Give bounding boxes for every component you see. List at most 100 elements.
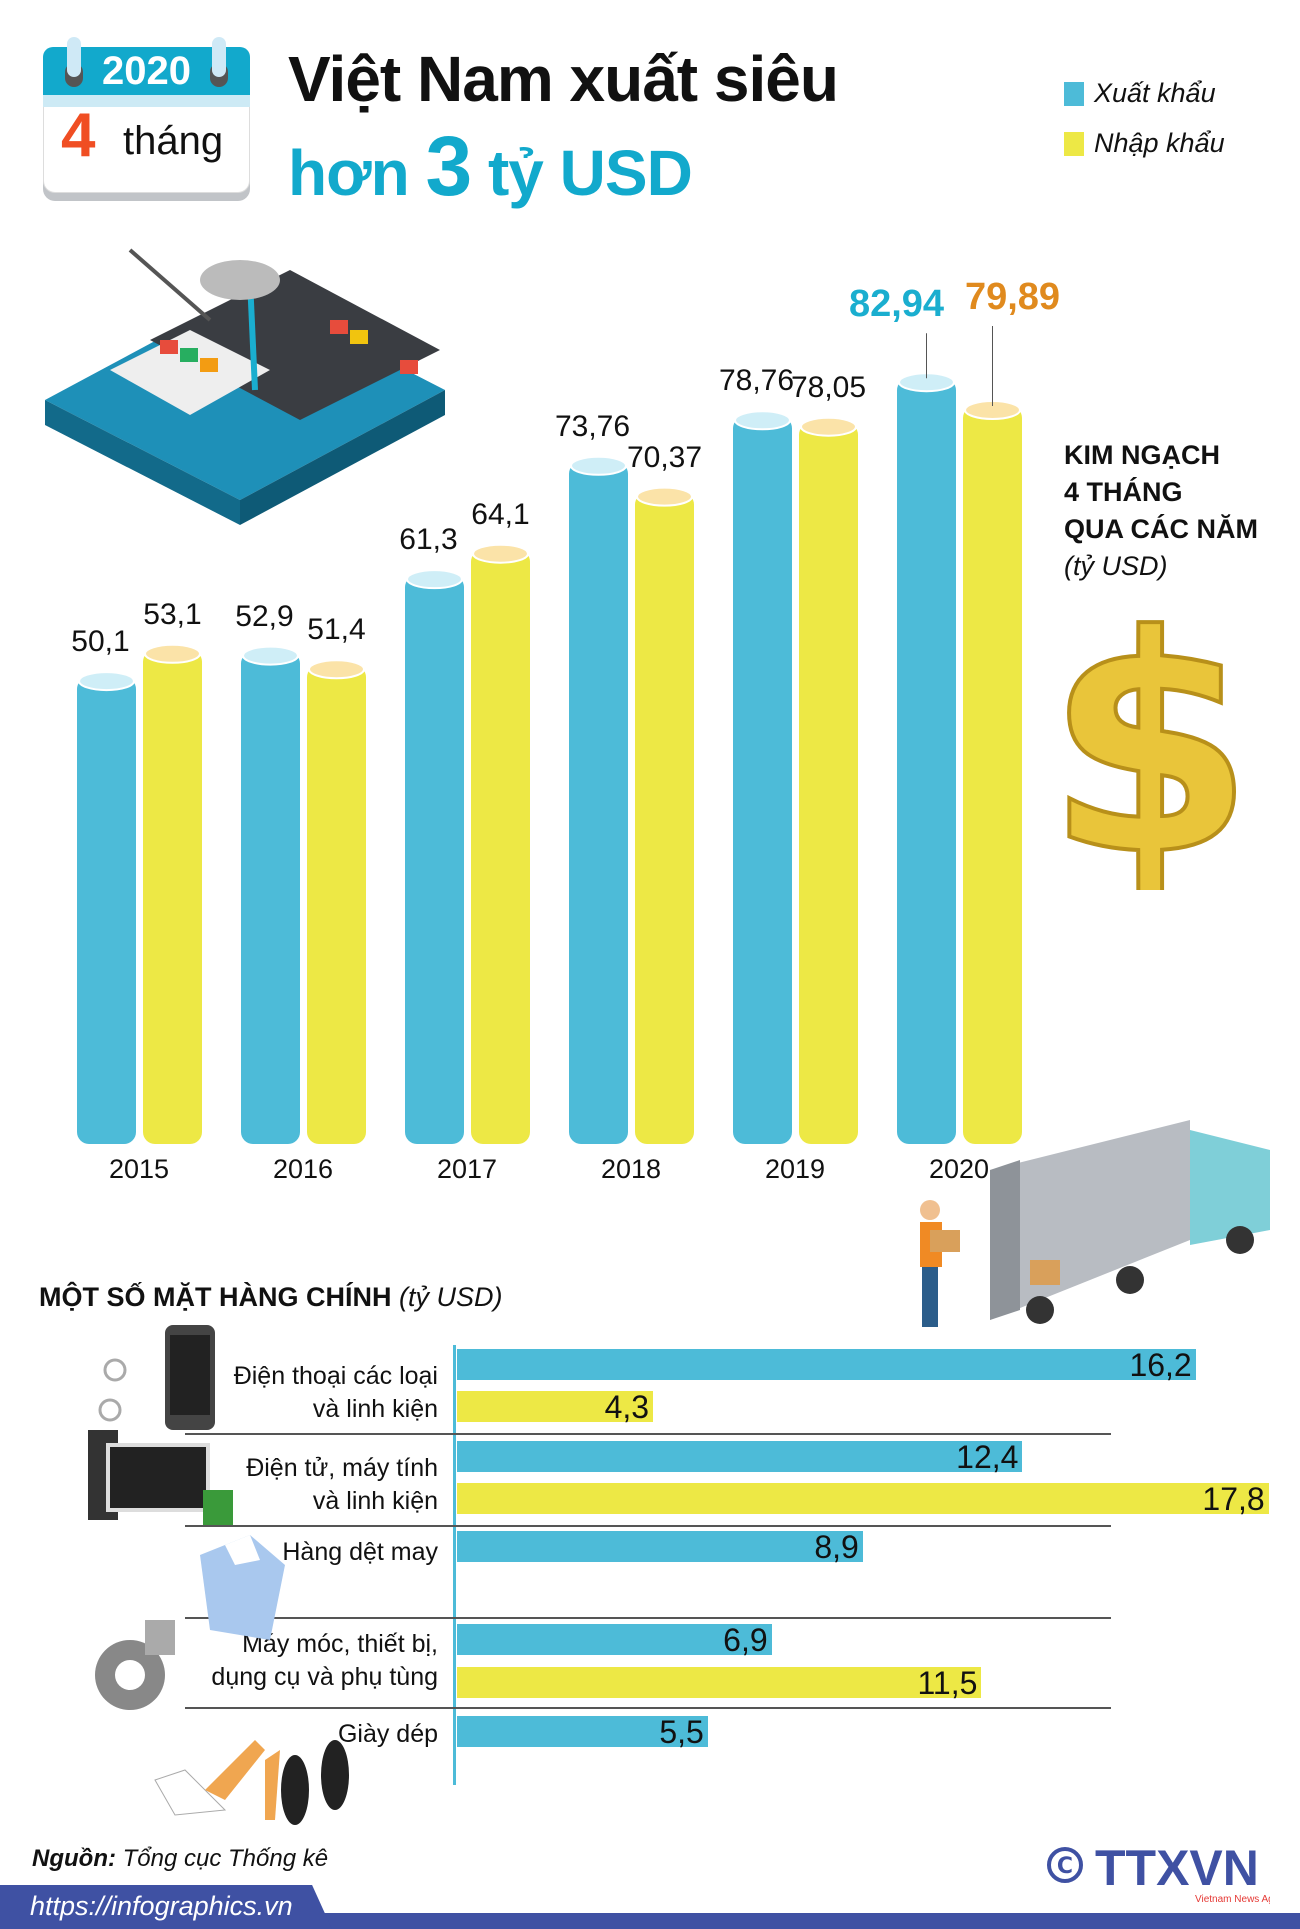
bar-value: 6,9 [723, 1622, 768, 1658]
title-number: 3 [425, 119, 472, 213]
export-bar: 8,9 [457, 1529, 863, 1565]
shirt-icon [200, 1535, 285, 1640]
hbar-axis [453, 1345, 456, 1785]
bar-export-2020 [897, 378, 956, 1145]
bar-cap [308, 659, 365, 680]
export-import-chart [77, 326, 1022, 1145]
value-label: 78,05 [790, 370, 867, 404]
bar-value: 16,2 [1129, 1347, 1192, 1383]
year-label: 2018 [600, 1154, 662, 1184]
legend-export: Xuất khẩu [1064, 78, 1216, 109]
source-note: Nguồn: Tổng cục Thống kê [32, 1845, 328, 1873]
source-text: Tổng cục Thống kê [115, 1845, 329, 1872]
bar-cap [570, 455, 627, 476]
bar-cap [636, 486, 693, 507]
calendar-badge: 2020 4 tháng [43, 37, 250, 203]
bar-value: 12,4 [956, 1439, 1019, 1475]
row-divider [185, 1525, 1111, 1527]
bar-cap [800, 416, 857, 437]
category-label: Giày dép [337, 1720, 438, 1748]
bar-import-2015 [143, 649, 202, 1144]
export-bar: 5,5 [457, 1714, 708, 1750]
value-label: 50,1 [71, 625, 130, 659]
side-note-line2: 4 THÁNG [1064, 477, 1183, 507]
bar-import-2019 [799, 422, 858, 1144]
source-label: Nguồn: [32, 1845, 116, 1872]
year-label: 2016 [272, 1154, 334, 1184]
title-line2: hơn 3 tỷ USD [288, 118, 693, 215]
bar-import-2017 [471, 549, 530, 1144]
section-title: MỘT SỐ MẶT HÀNG CHÍNH [39, 1282, 392, 1312]
bar-export-2017 [405, 575, 464, 1144]
value-label: 51,4 [307, 613, 366, 647]
legend-label: Xuất khẩu [1094, 78, 1216, 108]
side-note-unit: (tỷ USD) [1064, 551, 1168, 581]
phone-icon [98, 1325, 215, 1430]
bar-cap [406, 569, 463, 590]
section-heading: MỘT SỐ MẶT HÀNG CHÍNH (tỷ USD) [39, 1282, 503, 1313]
value-label: 73,76 [554, 409, 631, 443]
category-label: Máy móc, thiết bị, dụng cụ và phụ tùng [211, 1630, 438, 1691]
category-label: Điện tử, máy tính và linh kiện [246, 1454, 438, 1515]
title-pre: hơn [288, 137, 426, 209]
value-label: 61,3 [399, 523, 458, 557]
svg-text:$: $ [1050, 600, 1250, 890]
row-divider [185, 1617, 1111, 1619]
bar-value: 8,9 [814, 1529, 859, 1565]
import-bar: 17,8 [457, 1481, 1269, 1517]
svg-text:C: C [1057, 1854, 1073, 1879]
truck-illustration [920, 1120, 1270, 1327]
row-divider [185, 1433, 1111, 1435]
year-label: 2015 [108, 1154, 170, 1184]
value-label: 70,37 [626, 440, 703, 474]
title-post: tỷ USD [471, 137, 693, 209]
bar-cap [734, 410, 791, 431]
legend-import: Nhập khẩu [1064, 128, 1225, 159]
bar-import-2018 [635, 492, 694, 1144]
legend-swatch-export [1064, 81, 1084, 106]
machinery-gear-icon [95, 1620, 175, 1710]
calendar-year: 2020 [102, 49, 191, 93]
bar-export-2015 [77, 677, 136, 1144]
svg-text:TTXVN: TTXVN [1095, 1840, 1259, 1896]
category-label: Điện thoại các loại và linh kiện [233, 1362, 438, 1423]
website-link[interactable]: https://infographics.vn [0, 1885, 332, 1929]
year-label: 2017 [436, 1154, 498, 1184]
value-label: 82,94 [848, 283, 945, 326]
shoes-icon [154, 1740, 349, 1825]
legend-label: Nhập khẩu [1094, 128, 1225, 158]
year-label: 2019 [764, 1154, 826, 1184]
legend-swatch-import [1064, 131, 1084, 156]
bar-cap [472, 543, 529, 564]
export-bar: 6,9 [457, 1622, 772, 1658]
calendar-number: 4 [61, 101, 96, 170]
section-unit: (tỷ USD) [399, 1282, 503, 1312]
bar-export-2019 [733, 416, 792, 1144]
bar-cap [144, 643, 201, 664]
value-label: 52,9 [235, 599, 294, 633]
value-label: 53,1 [143, 597, 202, 631]
value-label: 78,76 [718, 364, 795, 398]
export-bar: 12,4 [457, 1439, 1023, 1475]
side-note-line3: QUA CÁC NĂM [1064, 514, 1258, 544]
computer-icon [88, 1430, 233, 1525]
title-line1: Việt Nam xuất siêu [288, 43, 839, 115]
bar-export-2016 [241, 651, 300, 1144]
bar-value: 11,5 [917, 1665, 978, 1701]
dollar-sign-icon: $ [1050, 600, 1250, 890]
calendar-unit: tháng [123, 119, 224, 163]
year-label: 2020 [928, 1154, 990, 1184]
value-label: 64,1 [471, 497, 530, 531]
bar-value: 5,5 [659, 1714, 704, 1750]
side-note-line1: KIM NGẠCH [1064, 440, 1220, 470]
bar-value: 4,3 [604, 1389, 650, 1425]
row-divider [185, 1707, 1111, 1709]
svg-text:Vietnam News Agency: Vietnam News Agency [1195, 1894, 1270, 1905]
bar-import-2020 [963, 406, 1022, 1145]
bar-cap [242, 645, 299, 666]
bar-value: 17,8 [1202, 1481, 1265, 1517]
import-bar: 11,5 [457, 1665, 982, 1701]
bar-cap [78, 671, 135, 692]
bar-import-2016 [307, 665, 366, 1144]
